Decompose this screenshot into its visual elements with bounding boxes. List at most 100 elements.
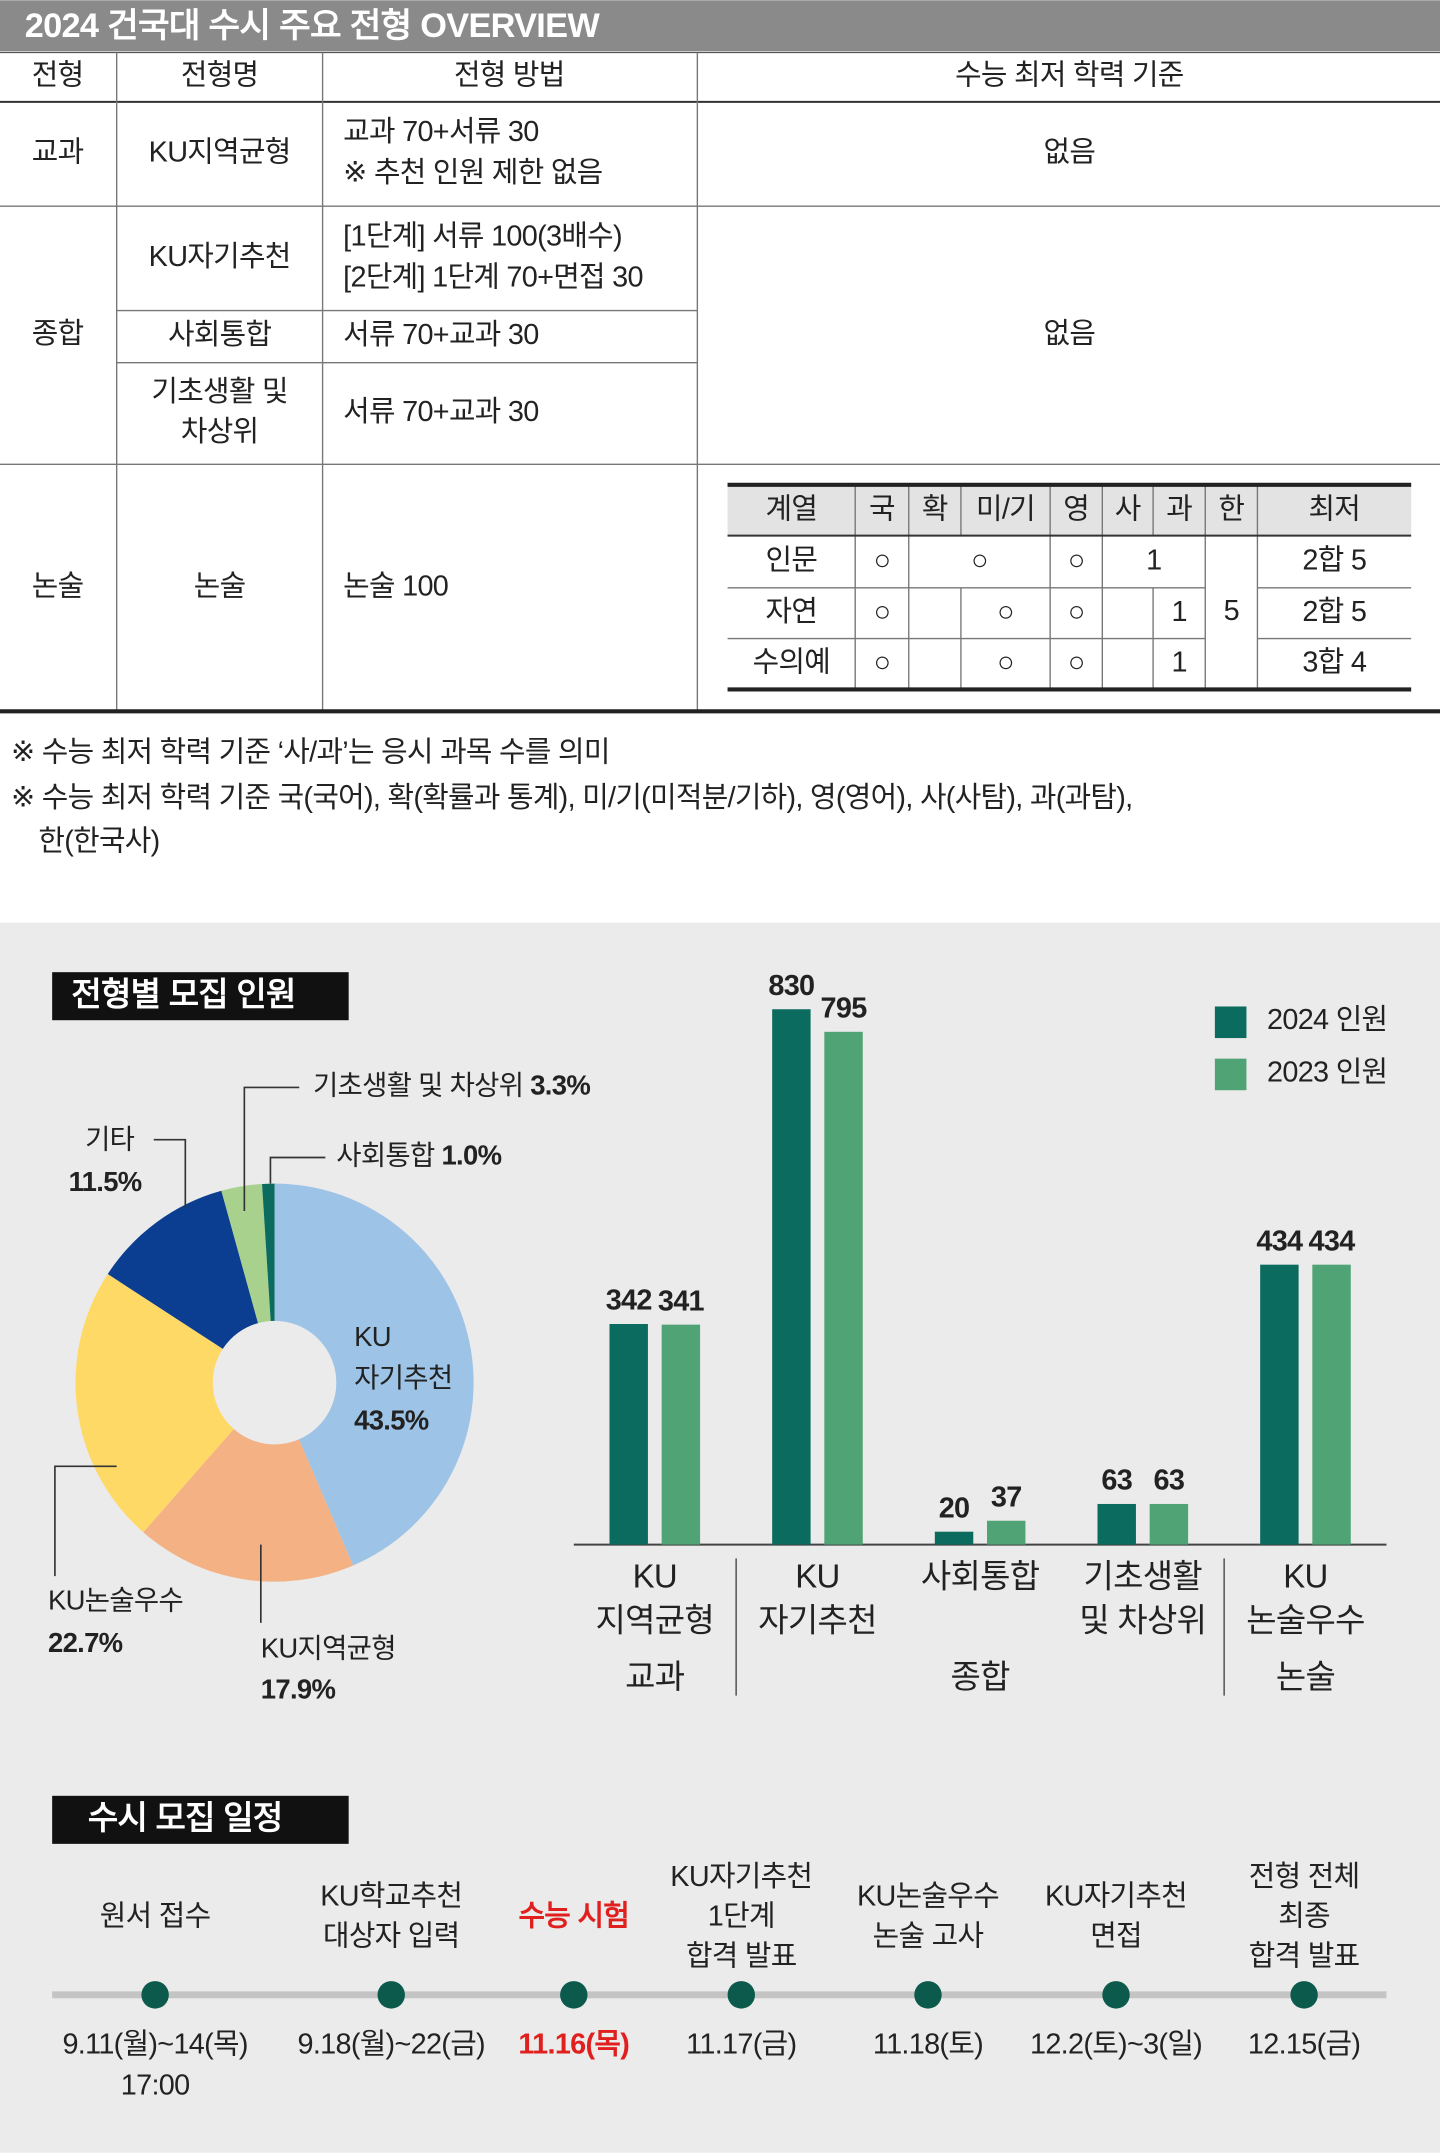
pie-slice xyxy=(262,1183,275,1321)
column-header: 전형 방법 xyxy=(454,60,565,92)
leader-line xyxy=(243,1086,300,1212)
pie-category: 기타 xyxy=(85,1123,135,1154)
column-header: 수능 최저 학력 기준 xyxy=(955,60,1184,92)
program-name: 사회통합 xyxy=(168,319,271,351)
criteria-cell: ○ xyxy=(874,647,891,679)
event-date: 12.15(금) xyxy=(1248,2028,1360,2060)
event-label: KU자기추천 xyxy=(670,1861,812,1893)
pie-value-label: 1.0% xyxy=(441,1140,501,1171)
program-method: 서류 70+교과 30 xyxy=(343,319,538,351)
criteria-column: 계열 xyxy=(766,494,818,526)
pie-slice xyxy=(274,1183,474,1566)
bar-value-label: 37 xyxy=(991,1481,1022,1513)
group-label: 종합 xyxy=(32,318,84,350)
pie-category: 사회통합 xyxy=(336,1140,435,1171)
title-bar xyxy=(0,0,1440,52)
bar xyxy=(772,1009,811,1545)
bar-value-label: 830 xyxy=(768,970,814,1002)
criteria-cell: ○ xyxy=(971,544,988,576)
event-date: 11.18(토) xyxy=(873,2028,983,2060)
bar xyxy=(609,1324,648,1545)
event-date: 11.17(금) xyxy=(686,2028,796,2060)
criteria-column: 사 xyxy=(1115,494,1141,526)
x-tick-label: 자기추천 xyxy=(758,1602,876,1639)
x-tick-label: 사회통합 xyxy=(921,1558,1040,1595)
criteria-cell: 1 xyxy=(1172,647,1187,679)
program-method: 서류 70+교과 30 xyxy=(343,396,538,428)
event-date: 9.11(월)~14(목) xyxy=(62,2028,247,2060)
section-title-box xyxy=(52,1795,349,1844)
bar-value-label: 341 xyxy=(658,1285,705,1317)
timeline-dot xyxy=(1102,1981,1130,2009)
program-method: 논술 100 xyxy=(343,570,448,602)
pie-slice xyxy=(75,1274,234,1533)
event-label: 합격 발표 xyxy=(686,1940,797,1972)
program-method: [1단계] 서류 100(3배수) xyxy=(343,220,622,252)
bar-value-label: 63 xyxy=(1101,1465,1132,1497)
x-tick-label: KU xyxy=(795,1558,839,1595)
criteria-cell: 1 xyxy=(1172,596,1187,628)
criteria-column: 한 xyxy=(1218,494,1244,526)
program-name: KU자기추천 xyxy=(149,241,291,273)
timeline-dot xyxy=(560,1981,588,2009)
section-title-box xyxy=(52,972,349,1021)
event-date: 12.2(토)~3(일) xyxy=(1030,2028,1202,2060)
group-label: 종합 xyxy=(951,1658,1011,1695)
pie-slice xyxy=(221,1183,271,1324)
group-label: 논술 xyxy=(32,570,84,602)
x-tick-label: KU xyxy=(1283,1558,1327,1595)
criteria-cell: ○ xyxy=(1068,647,1085,679)
criteria-cell: 3합 4 xyxy=(1302,647,1366,679)
program-name: 차상위 xyxy=(181,416,258,448)
footnote: ※ 수능 최저 학력 기준 국(국어), 확(확률과 통계), 미/기(미적분/… xyxy=(11,782,1133,814)
pie-slice xyxy=(107,1190,259,1349)
event-label: KU학교추천 xyxy=(320,1881,462,1913)
event-label: 면접 xyxy=(1090,1921,1142,1953)
criteria: 없음 xyxy=(1044,318,1096,350)
event-label: 원서 접수 xyxy=(100,1901,211,1933)
section-title: 수시 모집 일정 xyxy=(88,1799,283,1836)
leader-line xyxy=(153,1138,187,1209)
criteria-cell: 자연 xyxy=(766,596,818,628)
criteria-column: 과 xyxy=(1166,494,1192,526)
program-name: 논술 xyxy=(194,570,246,602)
footnote: ※ 수능 최저 학력 기준 ‘사/과’는 응시 과목 수를 의미 xyxy=(11,737,610,769)
timeline-dot xyxy=(141,1981,169,2009)
legend-label: 2024 인원 xyxy=(1267,1004,1387,1036)
bar xyxy=(824,1031,863,1545)
event-label: 논술 고사 xyxy=(873,1921,984,1953)
program-method: [2단계] 1단계 70+면접 30 xyxy=(343,262,643,294)
bar-value-label: 434 xyxy=(1256,1225,1303,1257)
pie-value-label: 3.3% xyxy=(530,1070,590,1101)
footnote: 한(한국사) xyxy=(38,826,159,858)
criteria-cell: 수의예 xyxy=(753,647,830,679)
event-label: 전형 전체 xyxy=(1249,1861,1360,1893)
event-label: KU자기추천 xyxy=(1045,1881,1187,1913)
criteria-cell: ○ xyxy=(874,544,891,576)
criteria-cell: 인문 xyxy=(766,544,818,576)
event-label: 1단계 xyxy=(708,1901,775,1933)
column-header: 전형명 xyxy=(181,60,258,92)
criteria-column: 국 xyxy=(869,494,895,526)
bar-value-label: 20 xyxy=(939,1492,970,1524)
event-label: 대상자 입력 xyxy=(323,1921,459,1953)
bar xyxy=(1312,1264,1351,1545)
criteria-column: 최저 xyxy=(1308,494,1360,526)
timeline-dot xyxy=(914,1981,942,2009)
leader-line xyxy=(269,1156,326,1184)
legend-swatch xyxy=(1214,1058,1247,1091)
timeline-dot xyxy=(727,1981,756,2009)
bar xyxy=(1149,1503,1189,1545)
legend-label: 2023 인원 xyxy=(1267,1056,1387,1088)
pie-category: KU지역균형 xyxy=(261,1633,396,1664)
criteria-cell: 1 xyxy=(1146,544,1161,576)
criteria-cell: 2합 5 xyxy=(1302,544,1366,576)
program-name: 기초생활 및 xyxy=(151,376,287,408)
x-tick-label: 지역균형 xyxy=(596,1602,714,1639)
group-label: 교과 xyxy=(32,137,84,169)
section-title: 전형별 모집 인원 xyxy=(71,976,295,1013)
bar-value-label: 795 xyxy=(821,992,868,1024)
pie-slice xyxy=(143,1429,354,1582)
